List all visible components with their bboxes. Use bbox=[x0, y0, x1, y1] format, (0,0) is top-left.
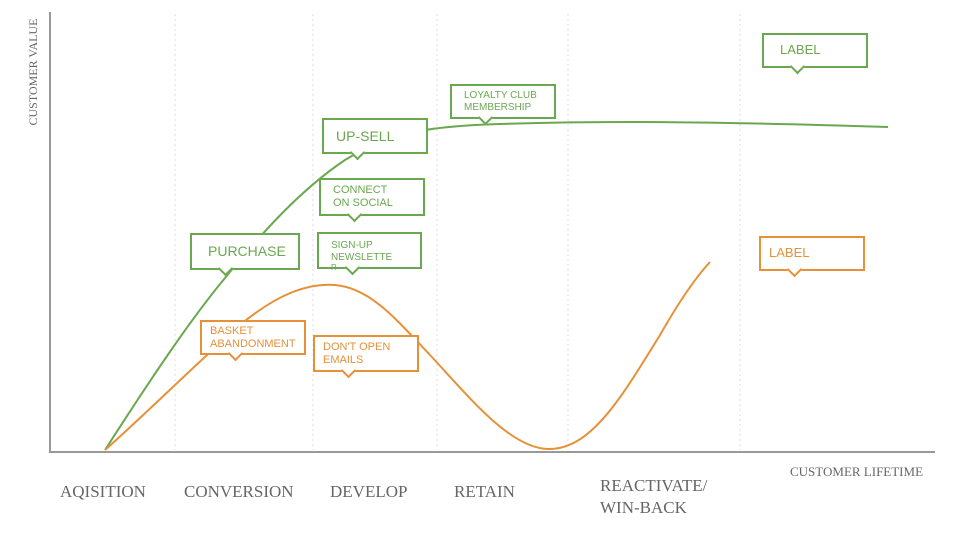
stage: AQISITION bbox=[60, 481, 146, 503]
callout: DON'T OPEN EMAILS bbox=[313, 335, 419, 372]
value-curve bbox=[104, 121, 889, 451]
callout-text: LOYALTY CLUB bbox=[464, 90, 537, 101]
callout: SIGN-UP NEWSLETTE R bbox=[317, 232, 422, 272]
callout-text: LABEL bbox=[769, 245, 810, 260]
callout-text: ON SOCIAL bbox=[333, 197, 393, 209]
callout: LABEL bbox=[759, 236, 865, 271]
stage-line: RETAIN bbox=[454, 482, 515, 501]
callout-text: ABANDONMENT bbox=[210, 337, 296, 350]
stage-line: REACTIVATE/ bbox=[600, 476, 708, 495]
callout-text: R bbox=[331, 263, 337, 272]
callout: UP-SELL bbox=[322, 118, 428, 154]
callout-text: PURCHASE bbox=[208, 243, 286, 260]
callout: LABEL bbox=[762, 33, 868, 68]
stage: REACTIVATE/WIN-BACK bbox=[600, 475, 707, 519]
callout-text: CONNECT bbox=[333, 184, 388, 197]
callout: LOYALTY CLUB MEMBERSHIP bbox=[450, 84, 556, 119]
callout-text: LABEL bbox=[780, 42, 821, 58]
callout-text: NEWSLETTE bbox=[331, 251, 393, 263]
stage-line: DEVELOP bbox=[330, 482, 408, 501]
callout: PURCHASE bbox=[190, 233, 300, 270]
callout-text: SIGN-UP bbox=[331, 240, 373, 251]
callout-text: MEMBERSHIP bbox=[464, 101, 532, 113]
stage: RETAIN bbox=[454, 481, 515, 503]
stage-line: AQISITION bbox=[60, 482, 146, 501]
callout-text: BASKET bbox=[210, 324, 254, 337]
callout-text: EMAILS bbox=[323, 353, 364, 366]
x-axis-label: CUSTOMER LIFETIME bbox=[790, 464, 924, 479]
stage-line: CONVERSION bbox=[184, 482, 294, 501]
callout-text: DON'T OPEN bbox=[323, 340, 391, 353]
callout-text: UP-SELL bbox=[336, 127, 395, 144]
stage-line: WIN-BACK bbox=[600, 498, 687, 517]
stage: CONVERSION bbox=[184, 481, 294, 503]
callout: CONNECT ON SOCIAL bbox=[319, 178, 425, 216]
y-axis-label: CUSTOMER VALUE bbox=[26, 18, 40, 125]
callout: BASKET ABANDONMENT bbox=[200, 320, 306, 355]
stage: DEVELOP bbox=[330, 481, 407, 503]
